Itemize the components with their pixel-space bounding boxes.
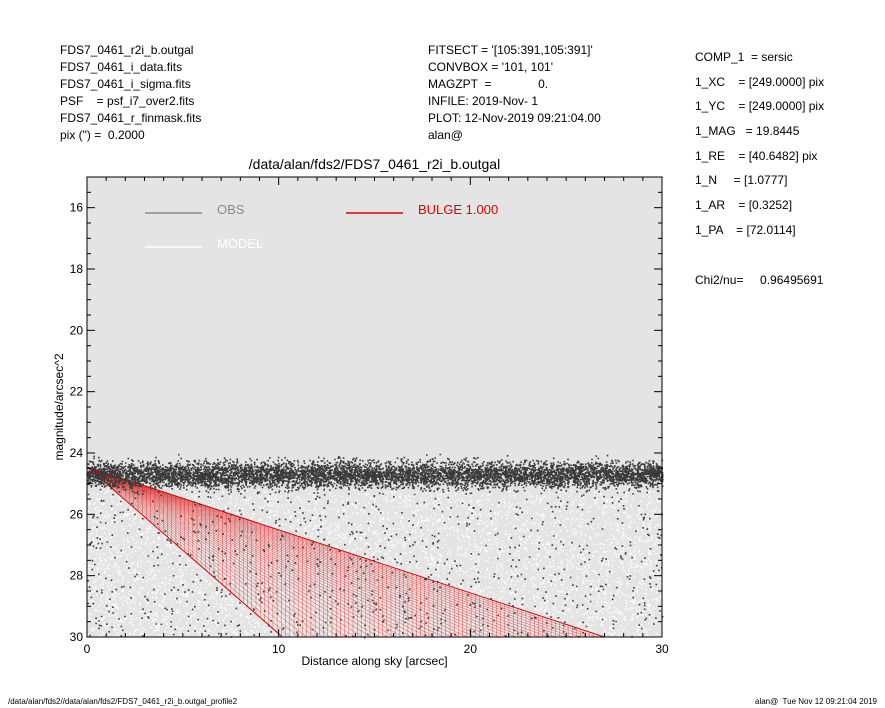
y-tick-label: 16 (70, 201, 84, 215)
model-points (87, 489, 664, 639)
component-parameters: COMP_1 = sersic 1_XC = [249.0000] pix 1_YC… (695, 49, 824, 247)
header-left-info: FDS7_0461_r2i_b.outgal FDS7_0461_i_data.f… (60, 42, 201, 144)
header-mid-line: PLOT: 12-Nov-2019 09:21:04.00 (428, 111, 601, 125)
header-left-line: FDS7_0461_r_finmask.fits (60, 111, 202, 125)
x-tick-label: 20 (464, 642, 478, 656)
y-tick-label: 30 (70, 630, 84, 644)
x-tick-label: 30 (655, 642, 669, 656)
y-tick-label: 24 (70, 446, 84, 460)
y-axis-label: magnitude/arcsec^2 (52, 353, 66, 460)
y-tick-label: 26 (70, 507, 84, 521)
y-tick-label: 18 (70, 262, 84, 276)
footer-timestamp: alan@ Tue Nov 12 09:21:04 2019 (755, 697, 877, 706)
header-left-line: FDS7_0461_i_data.fits (60, 60, 183, 74)
bulge-model-edge (86, 466, 605, 638)
x-tick-label: 10 (272, 642, 286, 656)
header-left-line: PSF = psf_i7_over2.fits (60, 94, 195, 108)
parameter-line: 1_RE = [40.6482] pix (695, 148, 818, 163)
header-mid-line: INFILE: 2019-Nov- 1 (428, 94, 539, 108)
header-mid-line: MAGZPT = 0. (428, 77, 549, 91)
header-mid-line: alan@ (428, 128, 463, 142)
x-axis-label: Distance along sky [arcsec] (301, 654, 447, 668)
header-mid-line: CONVBOX = '101, 101' (428, 60, 553, 74)
parameter-line: 1_XC = [249.0000] pix (695, 74, 825, 89)
plot-title: /data/alan/fds2/FDS7_0461_r2i_b.outgal (248, 156, 501, 172)
legend-bulge-label: BULGE 1.000 (418, 202, 498, 217)
header-mid-line: FITSECT = '[105:391,105:391]' (428, 43, 593, 57)
y-tick-label: 22 (70, 385, 84, 399)
header-left-line: FDS7_0461_i_sigma.fits (60, 77, 191, 91)
header-middle-info: FITSECT = '[105:391,105:391]' CONVBOX = '… (428, 42, 601, 144)
header-left-line: pix (") = 0.2000 (60, 128, 145, 142)
y-tick-label: 28 (70, 569, 84, 583)
parameter-line: 1_AR = [0.3252] (695, 198, 793, 213)
y-tick-label: 20 (70, 323, 84, 337)
legend-obs-label: OBS (217, 202, 245, 217)
header-left-line: FDS7_0461_r2i_b.outgal (60, 43, 194, 57)
footer-path: /data/alan/fds2//data/alan/fds2/FDS7_046… (8, 697, 238, 706)
parameter-line: 1_MAG = 19.8445 (695, 124, 800, 139)
legend-model-label: MODEL (217, 236, 263, 251)
parameter-line: 1_YC = [249.0000] pix (695, 99, 825, 114)
parameter-line: 1_PA = [72.0114] (695, 222, 796, 237)
parameter-line: 1_N = [1.0777] (695, 173, 788, 188)
x-tick-label: 0 (84, 642, 91, 656)
parameter-line: COMP_1 = sersic (695, 50, 793, 64)
chi2-value: Chi2/nu= 0.96495691 (695, 273, 824, 287)
